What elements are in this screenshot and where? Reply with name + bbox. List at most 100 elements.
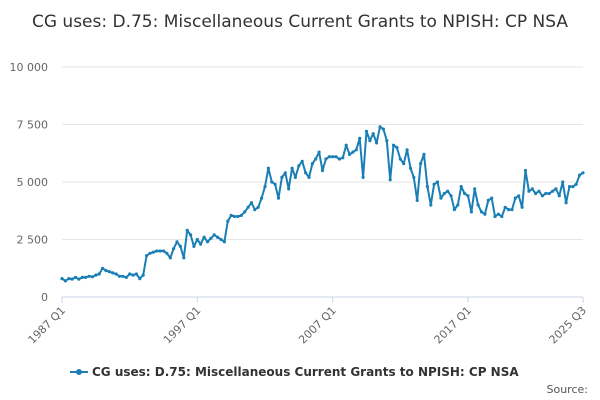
data-point[interactable] bbox=[117, 274, 122, 278]
data-point[interactable] bbox=[94, 273, 98, 277]
data-point[interactable] bbox=[168, 256, 172, 260]
data-point[interactable] bbox=[513, 196, 517, 200]
data-point[interactable] bbox=[128, 272, 132, 276]
data-point[interactable] bbox=[547, 191, 551, 196]
data-point[interactable] bbox=[219, 237, 223, 242]
data-point[interactable] bbox=[439, 196, 443, 200]
data-point[interactable] bbox=[375, 141, 379, 145]
data-point[interactable] bbox=[101, 266, 105, 270]
data-point[interactable] bbox=[551, 189, 555, 193]
data-point[interactable] bbox=[449, 194, 453, 198]
data-point[interactable] bbox=[408, 166, 413, 170]
data-point[interactable] bbox=[270, 180, 274, 184]
data-point[interactable] bbox=[141, 273, 145, 277]
data-point[interactable] bbox=[564, 201, 568, 205]
data-point[interactable] bbox=[131, 273, 135, 277]
data-point[interactable] bbox=[290, 166, 294, 170]
data-point[interactable] bbox=[263, 185, 267, 189]
data-point[interactable] bbox=[87, 274, 91, 278]
data-point[interactable] bbox=[246, 205, 250, 209]
data-point[interactable] bbox=[527, 189, 531, 193]
data-point[interactable] bbox=[178, 244, 182, 248]
legend[interactable]: CG uses: D.75: Miscellaneous Current Gra… bbox=[70, 365, 519, 379]
data-point[interactable] bbox=[283, 171, 287, 175]
data-point[interactable] bbox=[348, 152, 352, 156]
data-point[interactable] bbox=[574, 182, 578, 186]
data-point[interactable] bbox=[361, 175, 365, 179]
data-point[interactable] bbox=[368, 139, 372, 143]
data-point[interactable] bbox=[84, 275, 88, 279]
data-point[interactable] bbox=[561, 180, 565, 184]
data-point[interactable] bbox=[300, 159, 304, 163]
data-point[interactable] bbox=[381, 127, 385, 131]
data-point[interactable] bbox=[155, 249, 159, 253]
data-point[interactable] bbox=[412, 175, 416, 179]
data-point[interactable] bbox=[517, 194, 521, 198]
data-point[interactable] bbox=[523, 168, 528, 173]
data-point[interactable] bbox=[304, 171, 308, 175]
data-point[interactable] bbox=[320, 168, 325, 173]
data-point[interactable] bbox=[148, 251, 152, 255]
data-point[interactable] bbox=[216, 235, 220, 239]
data-point[interactable] bbox=[236, 214, 240, 219]
data-point[interactable] bbox=[395, 145, 399, 150]
data-point[interactable] bbox=[276, 196, 281, 200]
data-point[interactable] bbox=[503, 205, 507, 209]
data-point[interactable] bbox=[358, 136, 362, 140]
data-point[interactable] bbox=[287, 187, 291, 191]
data-point[interactable] bbox=[540, 194, 545, 198]
data-point[interactable] bbox=[341, 156, 345, 160]
data-point[interactable] bbox=[80, 275, 84, 279]
data-point[interactable] bbox=[435, 180, 440, 184]
data-point[interactable] bbox=[73, 275, 78, 279]
data-point[interactable] bbox=[232, 214, 237, 219]
data-point[interactable] bbox=[571, 185, 575, 189]
data-point[interactable] bbox=[165, 251, 169, 255]
data-point[interactable] bbox=[192, 244, 196, 248]
data-point[interactable] bbox=[314, 157, 318, 161]
data-point[interactable] bbox=[307, 175, 311, 179]
data-point[interactable] bbox=[493, 214, 497, 219]
data-point[interactable] bbox=[239, 213, 243, 217]
data-point[interactable] bbox=[202, 235, 206, 239]
data-point[interactable] bbox=[337, 157, 341, 161]
data-point[interactable] bbox=[456, 203, 460, 207]
data-point[interactable] bbox=[209, 236, 213, 240]
data-point[interactable] bbox=[500, 214, 504, 219]
data-point[interactable] bbox=[557, 194, 561, 198]
data-point[interactable] bbox=[388, 178, 392, 182]
data-point[interactable] bbox=[486, 198, 490, 202]
data-point[interactable] bbox=[253, 208, 257, 212]
data-point[interactable] bbox=[185, 228, 189, 232]
data-point[interactable] bbox=[544, 191, 548, 196]
data-point[interactable] bbox=[161, 249, 166, 253]
data-point[interactable] bbox=[172, 247, 176, 251]
data-point[interactable] bbox=[405, 148, 409, 152]
data-point[interactable] bbox=[249, 201, 254, 205]
data-point[interactable] bbox=[371, 132, 375, 136]
data-point[interactable] bbox=[229, 213, 233, 217]
data-point[interactable] bbox=[354, 148, 358, 152]
data-point[interactable] bbox=[469, 210, 473, 214]
data-point[interactable] bbox=[446, 189, 450, 193]
data-point[interactable] bbox=[496, 212, 500, 216]
data-point[interactable] bbox=[134, 272, 138, 276]
data-point[interactable] bbox=[158, 249, 162, 253]
data-point[interactable] bbox=[334, 155, 338, 159]
data-point[interactable] bbox=[212, 233, 216, 237]
data-point[interactable] bbox=[205, 240, 210, 244]
data-point[interactable] bbox=[364, 129, 369, 133]
data-point[interactable] bbox=[90, 275, 94, 279]
data-point[interactable] bbox=[222, 240, 226, 244]
data-point[interactable] bbox=[378, 125, 382, 129]
data-point[interactable] bbox=[175, 240, 179, 244]
data-point[interactable] bbox=[293, 175, 297, 179]
data-point[interactable] bbox=[459, 185, 463, 189]
data-point[interactable] bbox=[483, 212, 487, 216]
data-point[interactable] bbox=[466, 194, 470, 198]
data-point[interactable] bbox=[70, 277, 74, 281]
data-point[interactable] bbox=[479, 210, 484, 214]
data-point[interactable] bbox=[97, 272, 101, 276]
data-point[interactable] bbox=[114, 272, 118, 276]
data-point[interactable] bbox=[425, 185, 429, 189]
